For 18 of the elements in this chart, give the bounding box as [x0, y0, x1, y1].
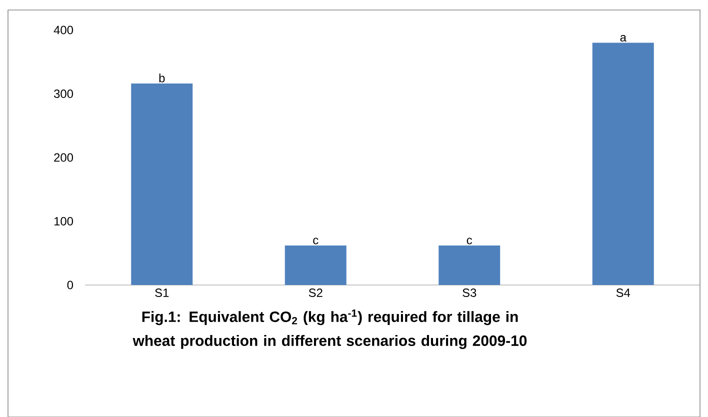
y-tick-label: 300 [54, 90, 74, 98]
x-tick-label: S1 [155, 288, 169, 297]
bar [284, 245, 346, 286]
y-tick-label: 200 [54, 153, 74, 162]
annotation: a [620, 35, 626, 42]
x-tick-label: S3 [462, 288, 476, 297]
annotation: b [159, 74, 165, 82]
x-tick-label: S4 [616, 288, 630, 297]
text: Fig.1: Equivalent CO$_{2}$ (kg ha$^{-1}$) required for tillage in wheat production in different scenarios during 2009-10 [132, 310, 527, 350]
x-tick-label: S2 [308, 288, 322, 297]
bar [131, 84, 193, 286]
annotation: c [466, 238, 472, 244]
y-tick-label: 0 [67, 280, 74, 290]
y-tick-label: 100 [54, 217, 74, 226]
bar [592, 42, 654, 286]
bar [438, 245, 500, 286]
annotation: c [313, 238, 318, 244]
y-tick-label: 400 [54, 26, 74, 34]
